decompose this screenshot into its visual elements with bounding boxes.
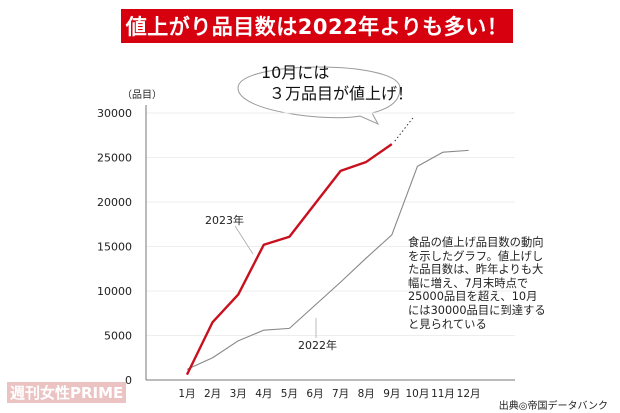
x-tick-label: 8月 — [358, 388, 375, 400]
chart-title: 値上がり品目数は2022年よりも多い！ — [121, 9, 513, 43]
series-label-2023: 2023年 — [205, 213, 244, 227]
speech-bubble — [237, 66, 401, 126]
watermark-logo: 週刊女性PRIME — [7, 382, 127, 403]
x-tick-label: 1月 — [178, 388, 195, 400]
projection-line — [394, 117, 414, 142]
y-tick-label: 25000 — [97, 152, 132, 165]
speech-bubble-text: 10月には ３万品目が値上げ！ — [255, 62, 413, 104]
y-tick-label: 5000 — [104, 330, 132, 343]
leader-line-2023 — [234, 225, 254, 255]
x-tick-label: 12月 — [457, 388, 481, 400]
y-tick-label: 15000 — [97, 241, 132, 254]
y-tick-label: 10000 — [97, 285, 132, 298]
series-line-2022年 — [186, 149, 469, 370]
x-tick-label: 7月 — [332, 388, 349, 400]
x-tick-label: 9月 — [383, 388, 400, 400]
series-line-2023年 — [185, 143, 393, 376]
x-tick-label: 5月 — [281, 388, 298, 400]
x-tick-label: 4月 — [255, 388, 272, 400]
x-tick-label: 11月 — [431, 388, 455, 400]
y-tick-label: 30000 — [97, 107, 132, 120]
y-tick-label: 20000 — [97, 196, 132, 209]
source-credit: 出典◎帝国データバンク — [498, 401, 608, 412]
x-tick-label: 2月 — [204, 388, 221, 400]
series-label-2022: 2022年 — [298, 338, 337, 352]
bubble-line-1: 10月には — [261, 63, 330, 82]
x-tick-label: 10月 — [405, 388, 429, 400]
y-tick-label: 0 — [125, 374, 132, 387]
annotation-note: 食品の値上げ品目数の動向を示したグラフ。値上げした品目数は、昨年よりも大幅に増え… — [408, 236, 546, 331]
x-tick-label: 6月 — [306, 388, 323, 400]
bubble-line-2: ３万品目が値上げ！ — [269, 84, 414, 103]
y-axis-label: （品目） — [122, 89, 162, 101]
x-tick-label: 3月 — [230, 388, 247, 400]
